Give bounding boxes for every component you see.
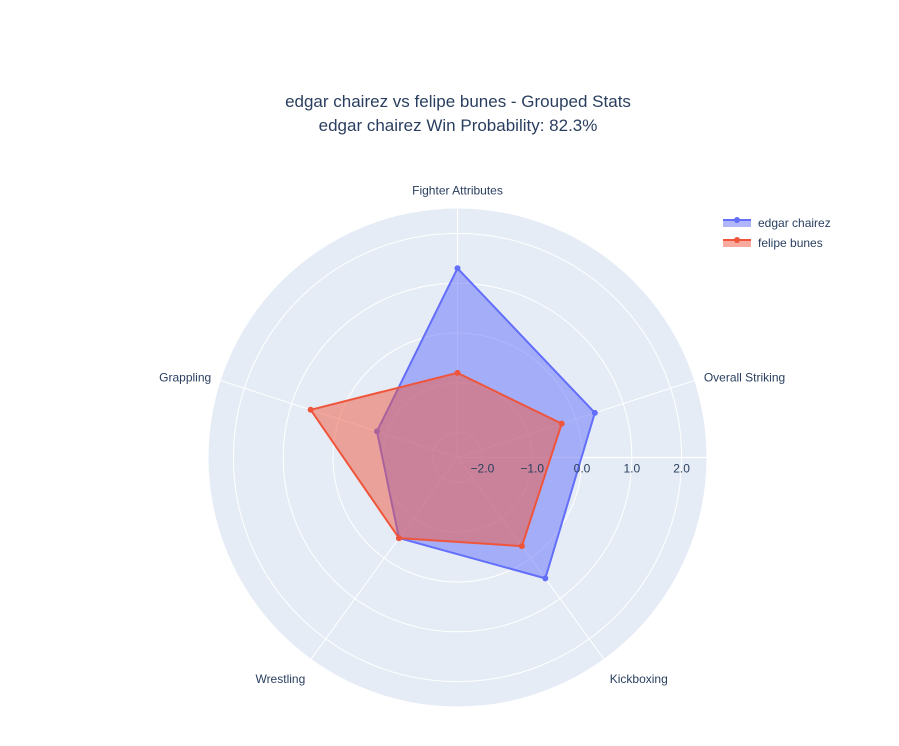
angular-label-fighter-attributes: Fighter Attributes: [412, 184, 503, 198]
legend-swatch-felipe-bunes: [723, 237, 751, 247]
point-felipe-bunes-kickboxing[interactable]: [518, 543, 525, 550]
chart-subtitle: edgar chairez Win Probability: 82.3%: [318, 116, 598, 135]
point-edgar-chairez-fighter-attributes[interactable]: [454, 265, 461, 272]
angular-label-wrestling: Wrestling: [255, 672, 305, 686]
point-felipe-bunes-fighter-attributes[interactable]: [454, 369, 461, 376]
point-edgar-chairez-kickboxing[interactable]: [542, 575, 549, 582]
point-felipe-bunes-grappling[interactable]: [307, 406, 314, 413]
radial-tick-label: −2.0: [471, 462, 495, 476]
legend-item-felipe-bunes[interactable]: felipe bunes: [722, 233, 831, 253]
legend-label-edgar-chairez: edgar chairez: [758, 216, 831, 230]
radial-tick-label: 0.0: [574, 462, 591, 476]
radial-tick-label: 1.0: [623, 462, 640, 476]
angular-label-kickboxing: Kickboxing: [610, 672, 668, 686]
radial-tick-label: 2.0: [673, 462, 690, 476]
legend-label-felipe-bunes: felipe bunes: [758, 236, 823, 250]
radial-tick-label: −1.0: [520, 462, 544, 476]
point-felipe-bunes-overall-striking[interactable]: [558, 420, 565, 427]
angular-label-grappling: Grappling: [159, 370, 211, 384]
legend-swatch-edgar-chairez: [723, 217, 751, 227]
point-felipe-bunes-wrestling[interactable]: [395, 535, 402, 542]
chart-title: edgar chairez vs felipe bunes - Grouped …: [285, 92, 631, 111]
series-area-felipe-bunes[interactable]: [309, 371, 563, 548]
legend: edgar chairez felipe bunes: [722, 213, 831, 253]
legend-item-edgar-chairez[interactable]: edgar chairez: [722, 213, 831, 233]
point-edgar-chairez-overall-striking[interactable]: [591, 409, 598, 416]
angular-label-overall-striking: Overall Striking: [704, 370, 785, 384]
